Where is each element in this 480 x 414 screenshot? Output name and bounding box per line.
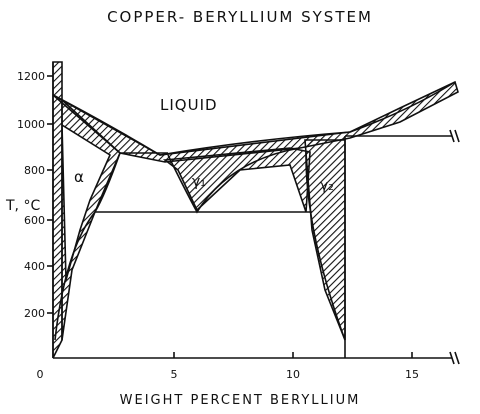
gamma1-band — [162, 147, 311, 213]
left-boundary-band — [52, 61, 63, 359]
gamma2-band — [304, 139, 346, 341]
axis-break — [449, 351, 460, 365]
alpha-solvus — [54, 152, 121, 341]
y-tick-label: 400 — [24, 260, 45, 273]
y-axis-label: T, °C — [5, 198, 40, 214]
line-break — [449, 129, 460, 143]
y-tick-label: 600 — [24, 214, 45, 227]
x-tick-label: 5 — [171, 368, 178, 381]
x-axis-label: WEIGHT PERCENT BERYLLIUM — [120, 393, 361, 408]
y-tick-label: 1000 — [17, 118, 45, 131]
y-tick-label: 1200 — [17, 70, 45, 83]
gamma1-boundary — [167, 147, 301, 214]
liquidus — [52, 81, 456, 156]
y-tick-label: 200 — [24, 307, 45, 320]
x-tick-label: 0 — [37, 368, 44, 381]
region-label: γ₂ — [320, 178, 334, 194]
region-label: γ₁ — [192, 174, 206, 190]
region-label: LIQUID — [160, 96, 218, 114]
y-tick-label: 800 — [24, 164, 45, 177]
title: COPPER- BERYLLIUM SYSTEM — [107, 8, 373, 26]
y-ticks: 200 400 600 800 1000 1200 — [17, 70, 53, 320]
x-tick-label: 15 — [405, 368, 419, 381]
gamma2-boundary — [305, 151, 346, 341]
region-label: α — [74, 168, 84, 186]
x-tick-label: 10 — [286, 368, 300, 381]
x-ticks: 0 5 10 15 — [37, 352, 419, 381]
